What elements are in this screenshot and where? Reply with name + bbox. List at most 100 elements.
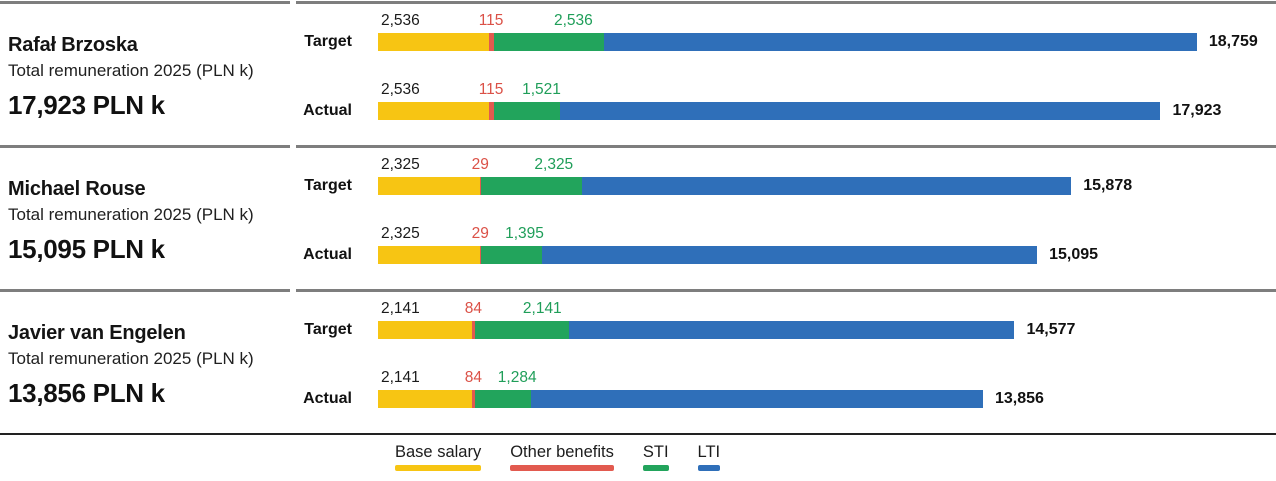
- person-name: Javier van Engelen: [8, 322, 186, 344]
- person-subtitle: Total remuneration 2025 (PLN k): [8, 61, 254, 80]
- segment-sti: [493, 102, 561, 120]
- segment-labels: 2,325 29 1,395: [378, 223, 1276, 246]
- legend: Base salary Other benefits STI LTI: [395, 443, 1276, 471]
- segment-other-benefits: [488, 102, 494, 120]
- divider-left-segment: [0, 145, 290, 148]
- segment-lti: [582, 177, 1072, 195]
- segment-sti: [480, 246, 542, 264]
- legend-item-sti: STI: [642, 443, 669, 471]
- target-label: Target: [304, 321, 352, 338]
- segment-labels: 2,141 84 1,284: [378, 367, 1276, 390]
- sti-value: 1,395: [505, 225, 544, 242]
- top-divider: [0, 1, 1276, 4]
- sti-value: 1,521: [522, 81, 561, 98]
- bar-track: 15,878: [378, 177, 1276, 195]
- legend-item-other-benefits: Other benefits: [510, 443, 614, 471]
- segment-lti: [541, 246, 1038, 264]
- bar-total-value: 14,577: [1026, 321, 1076, 338]
- segment-base-salary: [378, 33, 489, 51]
- segment-sti: [475, 321, 569, 339]
- legend-label: STI: [642, 443, 669, 461]
- target-label: Target: [304, 33, 352, 50]
- segment-lti: [560, 102, 1161, 120]
- segment-labels: 2,141 84 2,141: [378, 298, 1276, 321]
- actual-label: Actual: [303, 390, 352, 407]
- segment-labels: 2,325 29 2,325: [378, 154, 1276, 177]
- person-bars: 2,141 84 2,141 Target 14,577 2,141 84 1,…: [296, 292, 1276, 433]
- segment-sti: [493, 33, 605, 51]
- segment-labels: 2,536 115 1,521: [378, 79, 1276, 102]
- sti-value: 2,141: [522, 300, 562, 317]
- segment-base-salary: [378, 390, 472, 408]
- stacked-bar: [378, 33, 1197, 51]
- bar-total-value: 15,095: [1049, 246, 1099, 263]
- actual-label: Actual: [303, 246, 352, 263]
- bar-total-value: 15,878: [1083, 177, 1133, 194]
- stacked-bar: [378, 102, 1161, 120]
- segment-other-benefits: [479, 177, 481, 195]
- section-divider: [0, 289, 1276, 292]
- bar-track: 13,856: [378, 390, 1276, 408]
- target-bar-row: 2,141 84 2,141 Target 14,577: [296, 298, 1276, 339]
- section-divider: [0, 145, 1276, 148]
- base-salary-swatch: [395, 465, 482, 471]
- sti-value: 2,536: [554, 12, 593, 29]
- other-benefits-value: 115: [478, 81, 504, 98]
- base-salary-value: 2,536: [381, 12, 420, 29]
- stacked-bar: [378, 321, 1015, 339]
- bar-track: 17,923: [378, 102, 1276, 120]
- person-name: Michael Rouse: [8, 178, 146, 200]
- legend-label: LTI: [697, 443, 721, 461]
- stacked-bar: [378, 177, 1072, 195]
- segment-base-salary: [378, 321, 472, 339]
- person-total-remuneration: 13,856 PLN k: [8, 377, 165, 408]
- bar-track: 14,577: [378, 321, 1276, 339]
- segment-lti: [531, 390, 983, 408]
- actual-bar-row: 2,536 115 1,521 Actual 17,923: [296, 79, 1276, 120]
- actual-bar-row: 2,141 84 1,284 Actual 13,856: [296, 367, 1276, 408]
- base-salary-value: 2,325: [381, 156, 420, 173]
- base-salary-value: 2,536: [381, 81, 420, 98]
- person-total-remuneration: 17,923 PLN k: [8, 89, 165, 120]
- person-bars: 2,325 29 2,325 Target 15,878 2,325 29 1,…: [296, 148, 1276, 289]
- target-label: Target: [304, 177, 352, 194]
- divider-right-segment: [296, 289, 1276, 292]
- bar-track: 15,095: [378, 246, 1276, 264]
- legend-label: Base salary: [395, 443, 482, 461]
- other-benefits-swatch: [510, 465, 614, 471]
- person-info: Rafał Brzoska Total remuneration 2025 (P…: [0, 4, 290, 145]
- bar-track: 18,759: [378, 33, 1276, 51]
- segment-labels: 2,536 115 2,536: [378, 10, 1276, 33]
- segment-base-salary: [378, 246, 480, 264]
- bar-total-value: 13,856: [994, 390, 1044, 407]
- bar-total-value: 18,759: [1208, 33, 1258, 50]
- segment-base-salary: [378, 177, 480, 195]
- actual-label: Actual: [303, 102, 352, 119]
- person-subtitle: Total remuneration 2025 (PLN k): [8, 349, 254, 368]
- lti-swatch: [697, 465, 721, 471]
- other-benefits-value: 84: [464, 369, 483, 386]
- person-info: Javier van Engelen Total remuneration 20…: [0, 292, 290, 433]
- legend-label: Other benefits: [510, 443, 614, 461]
- base-salary-value: 2,325: [381, 225, 420, 242]
- person-section-javier-van-engelen: Javier van Engelen Total remuneration 20…: [0, 292, 1276, 433]
- footer-divider: [0, 433, 1276, 435]
- base-salary-value: 2,141: [381, 300, 420, 317]
- segment-other-benefits: [488, 33, 494, 51]
- divider-gap: [290, 1, 296, 4]
- bar-total-value: 17,923: [1172, 102, 1222, 119]
- divider-left-segment: [0, 1, 290, 4]
- person-bars: 2,536 115 2,536 Target 18,759 2,536 115 …: [296, 4, 1276, 145]
- segment-base-salary: [378, 102, 489, 120]
- sti-value: 1,284: [497, 369, 537, 386]
- segment-lti: [568, 321, 1015, 339]
- base-salary-value: 2,141: [381, 369, 420, 386]
- person-info: Michael Rouse Total remuneration 2025 (P…: [0, 148, 290, 289]
- other-benefits-value: 29: [471, 225, 489, 242]
- legend-item-base-salary: Base salary: [395, 443, 482, 471]
- divider-right-segment: [296, 1, 1276, 4]
- person-name: Rafał Brzoska: [8, 34, 138, 56]
- person-total-remuneration: 15,095 PLN k: [8, 233, 165, 264]
- other-benefits-value: 84: [464, 300, 483, 317]
